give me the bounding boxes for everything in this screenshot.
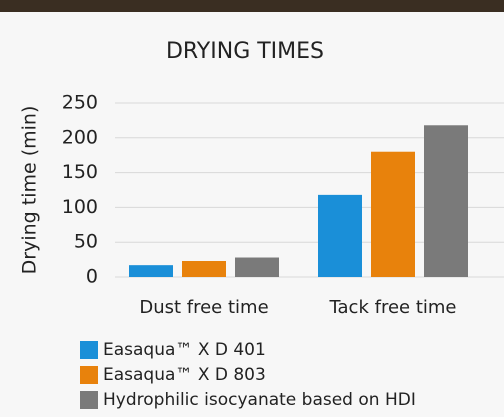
legend-swatch (80, 366, 98, 384)
x-tick-label: Dust free time (139, 297, 268, 318)
y-tick-label: 150 (62, 161, 98, 183)
bar (182, 261, 226, 277)
top-photo-strip (0, 0, 504, 12)
legend-label: Easaqua™ X D 401 (103, 340, 266, 360)
bar (235, 258, 279, 277)
legend-swatch (80, 341, 98, 359)
y-axis-label: Drying time (min) (19, 106, 41, 275)
y-tick-label: 0 (86, 266, 98, 288)
y-tick-label: 200 (62, 126, 98, 148)
y-tick-label: 100 (62, 196, 98, 218)
chart-title: DRYING TIMES (166, 39, 324, 64)
bar (318, 195, 362, 277)
y-tick-label: 50 (74, 231, 98, 253)
legend-label: Easaqua™ X D 803 (103, 365, 266, 385)
y-tick-label: 250 (62, 92, 98, 114)
bar (371, 152, 415, 277)
x-tick-label: Tack free time (329, 297, 457, 318)
bar (424, 125, 468, 277)
legend-label: Hydrophilic isocyanate based on HDI (103, 390, 416, 410)
chart: DRYING TIMES Drying time (min) 0 50 100 150… (0, 0, 504, 417)
bar (129, 265, 173, 277)
legend-swatch (80, 391, 98, 409)
